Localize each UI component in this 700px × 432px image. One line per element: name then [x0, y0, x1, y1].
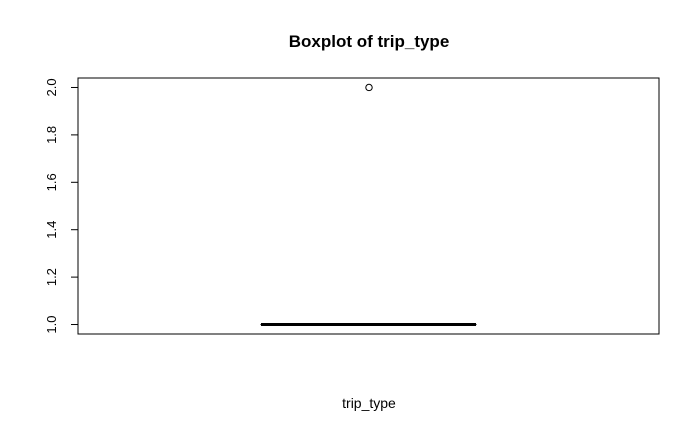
y-tick-label: 1.2: [44, 268, 59, 286]
y-axis: 1.0 1.2 1.4 1.6 1.8 2.0: [44, 78, 78, 334]
x-axis-label: trip_type: [342, 395, 396, 411]
y-tick-label: 1.6: [44, 173, 59, 191]
y-tick-label: 1.0: [44, 315, 59, 333]
y-tick-label: 1.8: [44, 126, 59, 144]
plot-frame: [77, 77, 660, 335]
outlier-point: [365, 83, 373, 92]
outlier-group: [365, 83, 373, 92]
y-tick-label: 2.0: [44, 78, 59, 96]
chart-title: Boxplot of trip_type: [289, 32, 450, 51]
y-tick-label: 1.4: [44, 221, 59, 239]
